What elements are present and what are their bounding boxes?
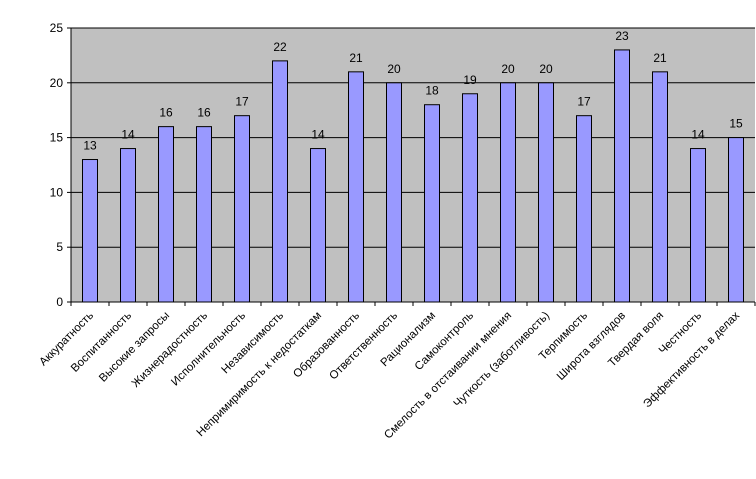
data-label: 21 — [349, 51, 363, 65]
data-label: 20 — [501, 62, 515, 76]
bar — [538, 82, 554, 303]
data-label: 23 — [615, 29, 629, 43]
bar — [614, 49, 630, 303]
data-label: 16 — [159, 106, 173, 120]
data-label: 15 — [729, 117, 743, 131]
category-label: Высокие запросы — [97, 310, 172, 385]
bar — [424, 104, 440, 303]
data-label: 13 — [83, 139, 97, 153]
y-tick-label: 5 — [56, 240, 63, 254]
bar — [310, 148, 326, 303]
y-tick-label: 20 — [50, 76, 64, 90]
y-axis: 0 5 10 15 20 25 — [50, 21, 72, 309]
category-label: Ответственность — [327, 310, 400, 383]
plot-area — [71, 28, 755, 302]
bar — [500, 82, 516, 303]
category-label: Исполнительность — [169, 310, 248, 389]
y-tick-label: 15 — [50, 131, 64, 145]
y-tick-label: 0 — [56, 295, 63, 309]
gridlines — [71, 27, 755, 248]
category-label: Образованность — [291, 310, 362, 381]
data-label: 16 — [197, 106, 211, 120]
data-labels: 13 14 16 16 17 22 14 21 20 18 19 20 20 17 23 21 14 15 — [83, 29, 743, 153]
data-label: 19 — [463, 73, 477, 87]
data-label: 14 — [311, 128, 325, 142]
bar — [158, 126, 174, 303]
bar — [82, 159, 98, 303]
y-tick-label: 25 — [50, 21, 64, 35]
data-label: 20 — [387, 62, 401, 76]
bar — [690, 148, 706, 303]
data-label: 17 — [577, 95, 591, 109]
bar — [234, 115, 250, 303]
data-label: 22 — [273, 40, 287, 54]
bar — [576, 115, 592, 303]
bar — [728, 137, 744, 303]
data-label: 18 — [425, 84, 439, 98]
data-label: 14 — [121, 128, 135, 142]
bar — [348, 71, 364, 303]
y-tick-label: 10 — [50, 185, 64, 199]
data-label: 21 — [653, 51, 667, 65]
bar — [120, 148, 136, 303]
data-label: 17 — [235, 95, 249, 109]
bar — [386, 82, 402, 303]
data-label: 14 — [691, 128, 705, 142]
category-label: Широта взглядов — [555, 310, 628, 383]
bar — [272, 60, 288, 303]
data-label: 20 — [539, 62, 553, 76]
bar — [652, 71, 668, 303]
bar — [462, 93, 478, 303]
bar — [196, 126, 212, 303]
